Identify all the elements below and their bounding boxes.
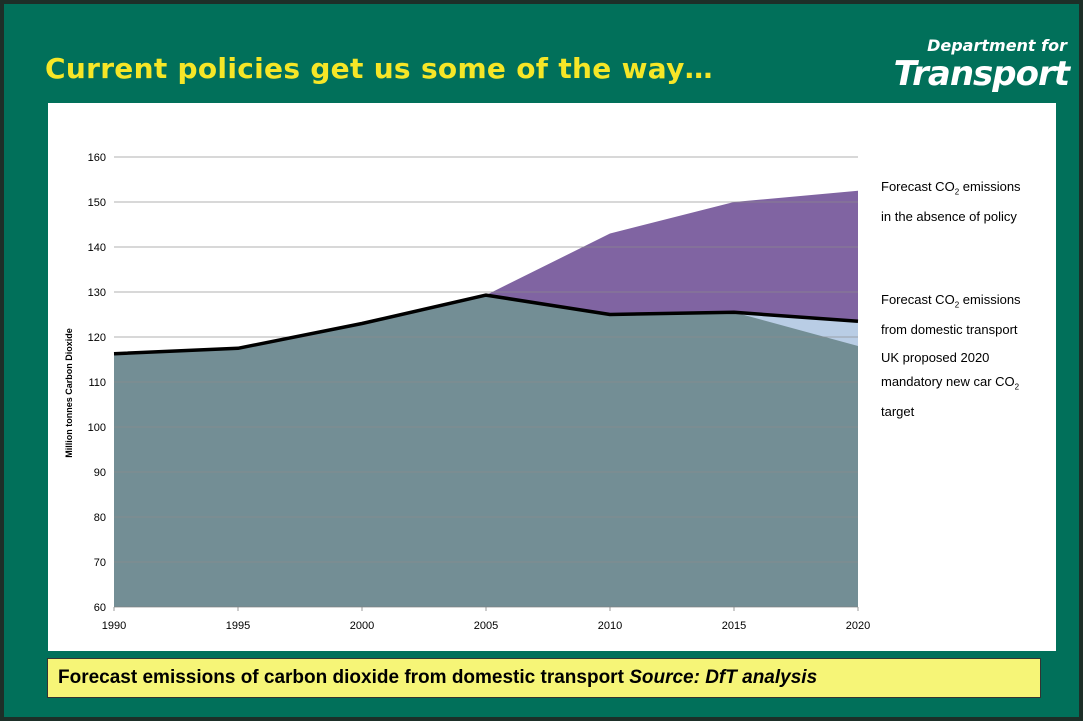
y-tick-150: 150 (88, 197, 106, 209)
line-series-4 (113, 293, 859, 356)
annotation-absence-line2: in the absence of policy (881, 208, 1017, 224)
caption-source: Source: DfT analysis (629, 667, 818, 688)
x-tick-2015: 2015 (722, 620, 746, 632)
y-tick-60: 60 (94, 602, 106, 614)
annotation-car-target: UK proposed 2020 mandatory new car CO2 t… (881, 346, 1019, 424)
y-axis-label: Million tonnes Carbon Dioxide (64, 328, 74, 458)
y-tick-130: 130 (88, 287, 106, 299)
annotation-absence-sub: 2 (954, 187, 960, 197)
y-tick-80: 80 (94, 512, 106, 524)
annotation-target-sub: 2 (1014, 382, 1020, 392)
y-tick-140: 140 (88, 242, 106, 254)
chart-areas (114, 190, 858, 608)
chart-panel: 60 70 80 90 100 110 120 130 140 150 160 1990 1995 20… (48, 103, 1056, 651)
y-tick-120: 120 (88, 332, 106, 344)
chart-gridlines (113, 156, 859, 611)
x-tick-labels: 1990 1995 2000 2005 2010 2015 2020 (102, 620, 870, 632)
x-tick-2005: 2005 (474, 620, 498, 632)
x-tick-2000: 2000 (350, 620, 374, 632)
x-tick-1990: 1990 (102, 620, 126, 632)
annotation-absence-post: emissions (959, 179, 1021, 194)
slide-title: Current policies get us some of the way… (45, 52, 713, 85)
x-tick-2020: 2020 (846, 620, 870, 632)
department-for-transport-logo: Department for Transport (879, 32, 1070, 96)
chart-caption: Forecast emissions of carbon dioxide fro… (47, 658, 1041, 698)
logo-line-1: Department for (927, 36, 1067, 55)
x-tick-2010: 2010 (598, 620, 622, 632)
y-tick-160: 160 (88, 152, 106, 164)
chart-line (113, 293, 859, 356)
annotation-absence-pre: Forecast CO (881, 179, 955, 194)
annotation-domestic-line2: from domestic transport (881, 321, 1018, 337)
annotation-domestic-post: emissions (959, 292, 1021, 307)
y-tick-110: 110 (88, 377, 106, 389)
y-tick-100: 100 (88, 422, 106, 434)
annotation-domestic-sub: 2 (954, 300, 960, 310)
y-tick-90: 90 (94, 467, 106, 479)
annotation-domestic-transport: Forecast CO2 emissions from domestic tra… (881, 288, 1021, 342)
caption-text: Forecast emissions of carbon dioxide fro… (58, 667, 624, 688)
x-tick-1995: 1995 (226, 620, 250, 632)
annotation-target-pre: mandatory new car CO (881, 374, 1015, 389)
annotation-domestic-pre: Forecast CO (881, 292, 955, 307)
y-tick-labels: 60 70 80 90 100 110 120 130 140 150 160 (88, 152, 106, 614)
area-series-3 (114, 295, 858, 607)
logo-line-2: Transport (893, 54, 1070, 94)
annotation-target-line3: target (881, 403, 915, 419)
emissions-chart: 60 70 80 90 100 110 120 130 140 150 160 1990 1995 20… (64, 152, 870, 632)
annotation-absence-of-policy: Forecast CO2 emissions in the absence of… (881, 175, 1021, 229)
annotation-target-line1: UK proposed 2020 (881, 350, 990, 365)
y-tick-70: 70 (94, 557, 106, 569)
